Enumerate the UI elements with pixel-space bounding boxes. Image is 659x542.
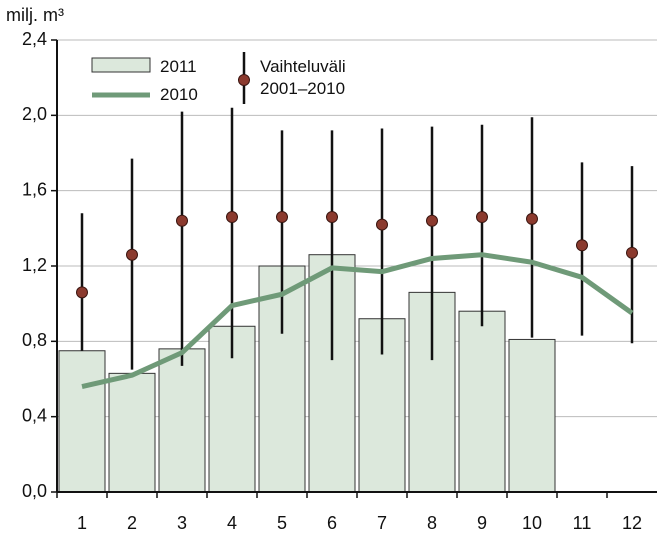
range-dot: [126, 248, 138, 261]
legend-label: 2011: [160, 57, 197, 76]
range-dot: [226, 211, 238, 224]
legend-swatch: [91, 57, 151, 73]
y-tick-label: 0,8: [22, 330, 47, 350]
x-tick-label: 3: [177, 513, 187, 533]
range-dot: [476, 211, 488, 224]
range-dot: [76, 286, 88, 299]
range-dot: [626, 246, 638, 259]
y-tick-label: 2,4: [22, 29, 47, 49]
y-tick-label: 2,0: [22, 104, 47, 124]
x-tick-label: 7: [377, 513, 387, 533]
range-dot: [176, 214, 188, 227]
range-dot: [426, 214, 438, 227]
x-tick-label: 6: [327, 513, 337, 533]
line: [81, 252, 634, 389]
x-tick-label: 5: [277, 513, 287, 533]
x-tick-label: 11: [573, 513, 592, 533]
y-axis-label: milj. m³: [6, 5, 64, 25]
y-tick-label: 0,4: [22, 405, 47, 425]
legend-swatch: [238, 74, 250, 86]
range-dot: [526, 212, 538, 225]
x-tick-label: 4: [227, 513, 237, 533]
y-tick-label: 1,6: [22, 179, 47, 199]
bar: [58, 350, 106, 493]
legend-label: 2010: [160, 85, 198, 104]
range-dot: [276, 211, 288, 224]
y-tick-label: 0,0: [22, 481, 47, 501]
legend-label: Vaihteluväli 2001–2010: [260, 57, 346, 98]
x-tick-label: 9: [477, 513, 487, 533]
range-dot: [576, 239, 588, 252]
range-dot: [326, 211, 338, 224]
x-tick-label: 10: [522, 513, 542, 533]
x-tick-label: 1: [77, 513, 87, 533]
x-tick-label: 8: [427, 513, 437, 533]
bar: [458, 310, 506, 493]
range-dot: [376, 218, 388, 231]
bar: [508, 338, 556, 493]
x-tick-label: 12: [622, 513, 642, 533]
y-tick-label: 1,2: [22, 255, 47, 275]
bar: [158, 348, 206, 493]
x-tick-label: 2: [127, 513, 137, 533]
bar: [108, 372, 156, 493]
